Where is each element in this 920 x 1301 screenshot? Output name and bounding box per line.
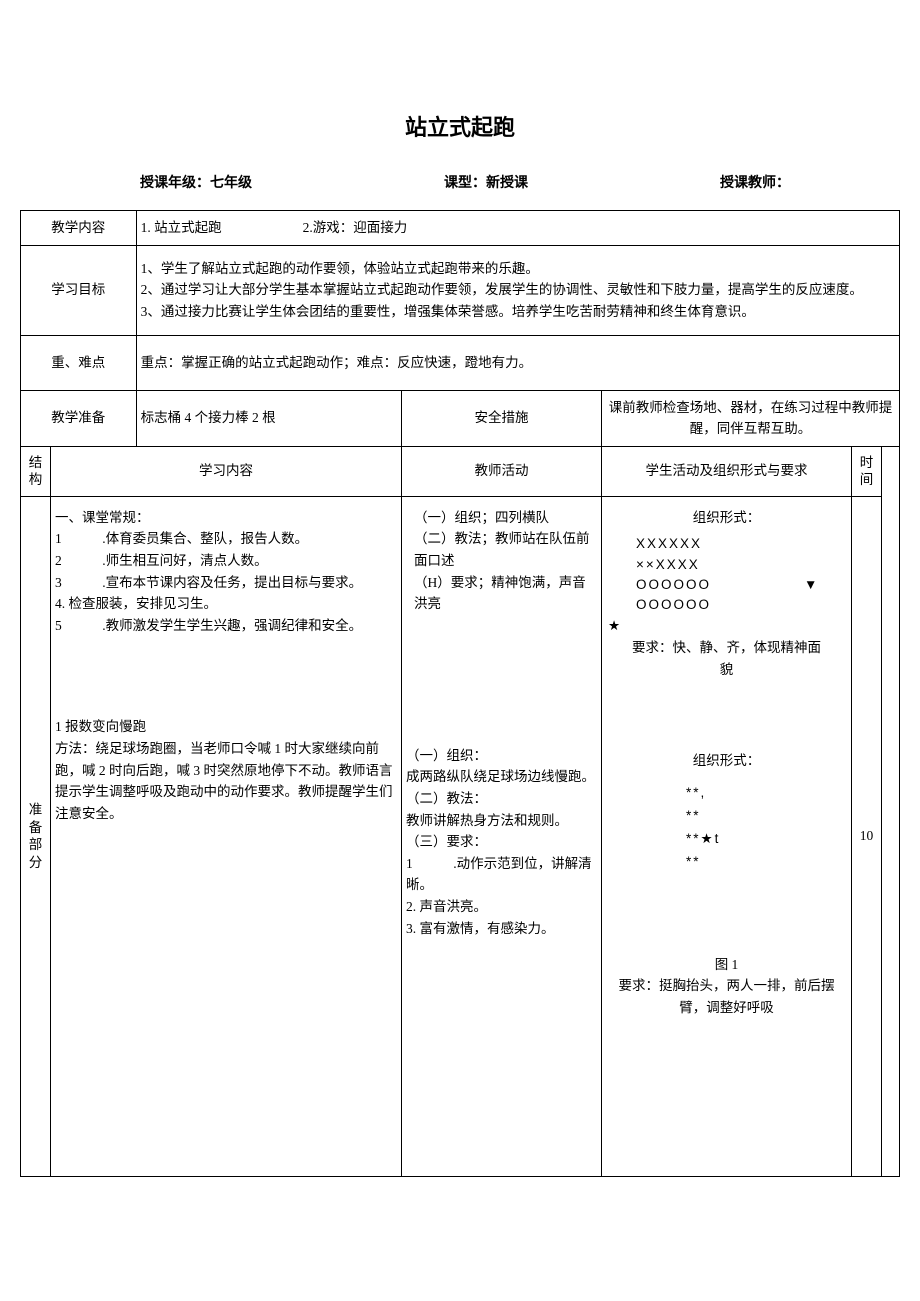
safety-value: 课前教师检查场地、器材，在练习过程中教师提醒，同伴互帮互助。 [602, 390, 900, 446]
prep-learn-1: 一、课堂常规： 1 .体育委员集合、整队，报告人数。 2 .师生相互问好，清点人… [55, 507, 397, 637]
formation-1-req: 要求：快、静、齐，体现精神面貌 [606, 637, 847, 680]
teacher-meta: 授课教师： [720, 172, 790, 192]
grade-value: 七年级 [210, 176, 252, 191]
preparation-value: 标志桶 4 个接力棒 2 根 [136, 390, 401, 446]
formation-2: **, ** **★t ** [606, 782, 847, 874]
learning-goals-value: 1、学生了解站立式起跑的动作要领，体验站立式起跑带来的乐趣。 2、通过学习让大部… [136, 245, 899, 335]
formation-1-title: 组织形式： [606, 507, 847, 529]
prep-learn-content: 一、课堂常规： 1 .体育委员集合、整队，报告人数。 2 .师生相互问好，清点人… [51, 496, 402, 1176]
lesson-plan-table: 教学内容 1. 站立式起跑 2.游戏：迎面接力 学习目标 1、学生了解站立式起跑… [20, 210, 900, 1177]
grade-label: 授课年级： [140, 176, 210, 191]
prep-student-activity: 组织形式： XXXXXX ××XXXX OOOOOO ▼ OOOOOO ★ 要求… [602, 496, 852, 1176]
formation-2-req: 要求：挺胸抬头，两人一排，前后摆臂，调整好呼吸 [606, 975, 847, 1018]
student-activity-header: 学生活动及组织形式与要求 [602, 446, 852, 496]
formation-2-caption: 图 1 [606, 954, 847, 976]
teacher-label: 授课教师： [720, 176, 790, 191]
prep-teacher-1: （一）组织；四列横队 （二）教法；教师站在队伍前面口述 （H）要求；精神饱满，声… [406, 507, 597, 615]
preparation-label: 教学准备 [21, 390, 137, 446]
grade-meta: 授课年级：七年级 [140, 172, 252, 192]
prep-learn-2: 1 报数变向慢跑 方法：绕足球场跑圈，当老师口令喊 1 时大家继续向前跑，喊 2… [55, 716, 397, 824]
structure-header: 结构 [21, 446, 51, 496]
prep-teacher-2: （一）组织： 成两路纵队绕足球场边线慢跑。 （二）教法： 教师讲解热身方法和规则… [406, 745, 597, 939]
page-title: 站立式起跑 [20, 110, 900, 142]
formation-1: XXXXXX ××XXXX OOOOOO ▼ OOOOOO [606, 534, 847, 615]
prep-time: 10 [852, 496, 882, 1176]
teaching-content-value: 1. 站立式起跑 2.游戏：迎面接力 [136, 211, 899, 246]
formation-1-star: ★ [606, 615, 847, 637]
teaching-content-label: 教学内容 [21, 211, 137, 246]
teacher-activity-header: 教师活动 [402, 446, 602, 496]
time-header: 时间 [852, 446, 882, 496]
meta-row: 授课年级：七年级 课型：新授课 授课教师： [20, 172, 900, 192]
spacer-cell [882, 496, 900, 1176]
type-value: 新授课 [486, 176, 528, 191]
spacer-header [882, 446, 900, 496]
key-points-label: 重、难点 [21, 335, 137, 390]
prep-section-label: 准备部分 [21, 496, 51, 1176]
type-label: 课型： [444, 176, 486, 191]
learning-goals-label: 学习目标 [21, 245, 137, 335]
type-meta: 课型：新授课 [444, 172, 528, 192]
learn-content-header: 学习内容 [51, 446, 402, 496]
formation-2-title: 组织形式： [606, 750, 847, 772]
key-points-value: 重点：掌握正确的站立式起跑动作；难点：反应快速，蹬地有力。 [136, 335, 899, 390]
prep-teacher-activity: （一）组织；四列横队 （二）教法；教师站在队伍前面口述 （H）要求；精神饱满，声… [402, 496, 602, 1176]
safety-label: 安全措施 [402, 390, 602, 446]
